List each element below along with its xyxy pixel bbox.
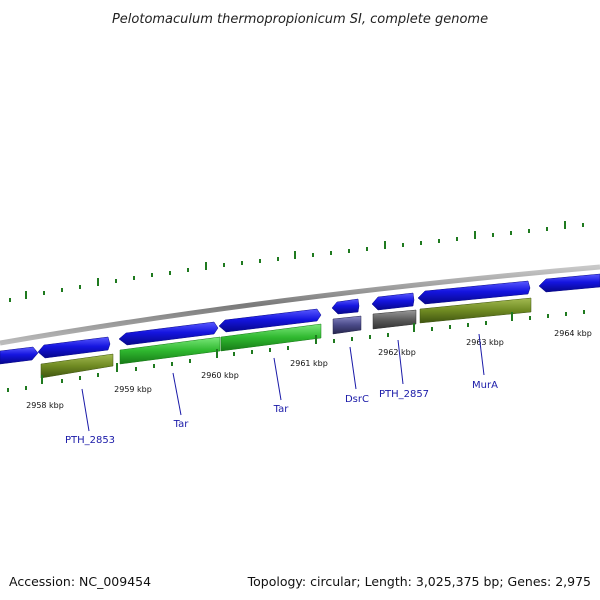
gene-feature-pth2857[interactable] [372, 309, 417, 330]
tick-label-2961: 2961 kbp [290, 359, 328, 368]
genome-summary-text: Topology: circular; Length: 3,025,375 bp… [247, 574, 591, 589]
tick-label-2963: 2963 kbp [466, 338, 504, 347]
accession-text: Accession: NC_009454 [9, 574, 151, 589]
tick-label-2959: 2959 kbp [114, 385, 152, 394]
cds-arrow[interactable] [371, 292, 415, 311]
tick-label-2964: 2964 kbp [554, 329, 592, 338]
cds-arrow[interactable] [0, 346, 39, 365]
outer-tick-ring [9, 221, 584, 302]
gene-labels: PTH_2853 Tar Tar DsrC PTH_2857 MurA [65, 380, 498, 446]
forward-strand-genes [0, 273, 600, 365]
gene-feature-mura[interactable] [419, 297, 532, 324]
map-title: Pelotomaculum thermopropionicum SI, comp… [112, 12, 488, 27]
cds-arrow[interactable] [417, 280, 531, 305]
cds-arrow[interactable] [118, 321, 219, 346]
tick-label-2960: 2960 kbp [201, 371, 239, 380]
gene-feature-tar-1[interactable] [119, 336, 221, 365]
genome-backbone [0, 264, 600, 346]
gene-label-pth2857[interactable]: PTH_2857 [379, 389, 429, 400]
cds-arrow[interactable] [218, 308, 322, 333]
inner-tick-ring [7, 310, 585, 392]
cds-arrow[interactable] [331, 298, 360, 315]
ruler-labels: 2958 kbp 2959 kbp 2960 kbp 2961 kbp 2962… [26, 329, 592, 410]
gene-features [40, 297, 532, 379]
gene-label-tar-1[interactable]: Tar [173, 419, 190, 430]
gene-feature-dsrc[interactable] [332, 315, 362, 335]
cds-arrow[interactable] [538, 273, 600, 293]
gene-feature-tar-2[interactable] [220, 323, 322, 352]
tick-label-2962: 2962 kbp [378, 348, 416, 357]
gene-label-dsrc[interactable]: DsrC [345, 394, 369, 405]
gene-label-pth2853[interactable]: PTH_2853 [65, 435, 115, 446]
gene-label-tar-2[interactable]: Tar [273, 404, 290, 415]
gene-label-mura[interactable]: MurA [472, 380, 498, 391]
tick-label-2958: 2958 kbp [26, 401, 64, 410]
cds-arrow[interactable] [37, 336, 111, 359]
gene-feature-pth2853[interactable] [40, 353, 114, 379]
gene-leader-lines [81, 333, 485, 432]
